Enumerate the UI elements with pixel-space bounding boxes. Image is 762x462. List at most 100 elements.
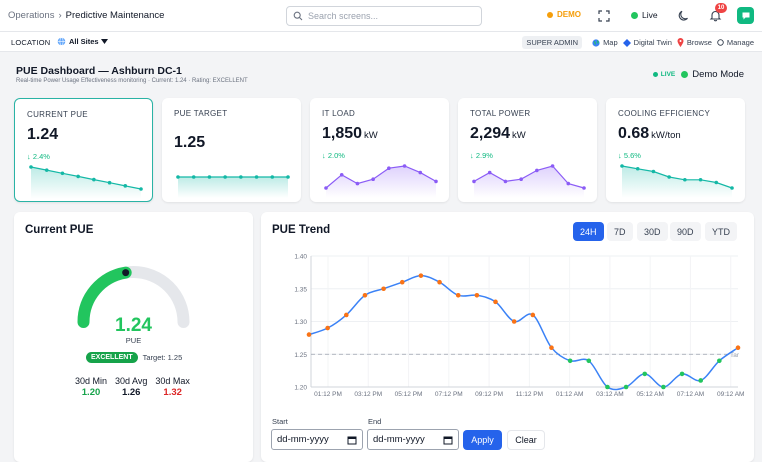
sparkline-area bbox=[474, 166, 584, 198]
kpi-card-it-load[interactable]: IT LOAD 1,850 kW ↓ 2.0% bbox=[310, 98, 449, 202]
stat-value: 1.26 bbox=[121, 387, 141, 398]
sparkline-point bbox=[324, 186, 328, 190]
stat-label: 30d Max bbox=[155, 376, 190, 386]
live-label: Live bbox=[642, 10, 658, 20]
pue-data-point bbox=[455, 293, 461, 298]
stat-max: 30d Max 1.32 bbox=[155, 376, 190, 398]
sparkline-area bbox=[326, 166, 436, 198]
manage-link[interactable]: Manage bbox=[717, 38, 754, 47]
demo-indicator[interactable]: DEMO bbox=[547, 10, 581, 19]
pue-series-line bbox=[308, 274, 739, 391]
pue-data-point bbox=[362, 293, 368, 298]
breadcrumb-current: Predictive Maintenance bbox=[65, 10, 165, 21]
apply-button[interactable]: Apply bbox=[463, 430, 502, 450]
live-tag-label: LIVE bbox=[660, 71, 676, 78]
sparkline-point bbox=[550, 164, 555, 168]
sparkline-line bbox=[473, 165, 585, 189]
sparkline-point bbox=[355, 181, 360, 186]
gauge-marker bbox=[122, 269, 130, 277]
pue-stats: 30d Min 1.20 30d Avg 1.26 30d Max 1.32 bbox=[75, 376, 198, 398]
start-date-input[interactable]: dd-mm-yyyy bbox=[271, 429, 363, 450]
sparkline-point bbox=[566, 181, 571, 186]
range-90d-button[interactable]: 90D bbox=[670, 222, 701, 241]
pue-data-point bbox=[306, 332, 312, 337]
pue-data-point bbox=[511, 319, 517, 324]
sparkline-point bbox=[239, 175, 243, 179]
kpi-change: ↓ 2.0% bbox=[322, 151, 345, 160]
map-link-label: Map bbox=[603, 38, 618, 47]
sparkline-line bbox=[30, 166, 142, 190]
sparkline-point bbox=[402, 164, 407, 168]
chat-button[interactable] bbox=[737, 7, 754, 24]
pue-gauge bbox=[77, 266, 190, 328]
stat-label: 30d Min bbox=[75, 376, 108, 386]
kpi-sparkline bbox=[324, 164, 438, 198]
clear-button[interactable]: Clear bbox=[507, 430, 545, 450]
kpi-card-cooling-efficiency[interactable]: COOLING EFFICIENCY 0.68 kW/ton ↓ 5.6% bbox=[606, 98, 745, 202]
range-24h-button[interactable]: 24H bbox=[573, 222, 604, 241]
range-ytd-button[interactable]: YTD bbox=[705, 222, 737, 241]
kpi-card-pue-target[interactable]: PUE TARGET 1.25 bbox=[162, 98, 301, 202]
stat-avg: 30d Avg 1.26 bbox=[115, 376, 147, 398]
kpi-card-total-power[interactable]: TOTAL POWER 2,294 kW ↓ 2.9% bbox=[458, 98, 597, 202]
dark-mode-icon[interactable] bbox=[678, 9, 691, 22]
demo-label: DEMO bbox=[557, 10, 581, 19]
kpi-change: ↓ 2.4% bbox=[27, 152, 50, 161]
kpi-label: CURRENT PUE bbox=[27, 110, 88, 119]
x-tick-label: 03:12 AM bbox=[596, 391, 623, 398]
search-input[interactable] bbox=[308, 11, 468, 21]
gauge-value: 1.24 bbox=[115, 315, 152, 336]
stat-label: 30d Avg bbox=[115, 376, 148, 386]
x-tick-label: 09:12 PM bbox=[475, 391, 503, 398]
target-text: Target: 1.25 bbox=[142, 353, 183, 362]
kpi-number: 1,850 bbox=[322, 125, 363, 142]
pue-data-point bbox=[437, 279, 442, 285]
live-indicator[interactable]: Live bbox=[631, 10, 658, 20]
range-7d-button[interactable]: 7D bbox=[607, 222, 633, 241]
sparkline-point bbox=[176, 175, 180, 179]
kpi-card-current-pue[interactable]: CURRENT PUE 1.24 ↓ 2.4% bbox=[14, 98, 153, 202]
pue-trend-panel: PUE Trend bbox=[261, 212, 754, 462]
top-bar: Operations›Predictive Maintenance DEMO L… bbox=[0, 0, 762, 32]
x-tick-label: 03:12 PM bbox=[354, 391, 382, 398]
browse-link-label: Browse bbox=[686, 38, 712, 47]
kpi-label: PUE TARGET bbox=[174, 109, 228, 118]
breadcrumb-root[interactable]: Operations bbox=[8, 10, 55, 21]
sparkline-point bbox=[635, 166, 640, 171]
pue-trend-chart: 1.40 1.35 1.30 1.25 1.20 01:12 PM 03:12 PM 05:1… bbox=[294, 254, 744, 399]
sparkline-point bbox=[371, 177, 375, 181]
x-tick-label: 07:12 PM bbox=[435, 391, 463, 398]
sparkline-point bbox=[270, 175, 275, 179]
mode-indicator[interactable]: LIVE Demo Mode bbox=[652, 69, 744, 80]
sparkline-point bbox=[683, 177, 687, 182]
site-selector[interactable]: All Sites bbox=[57, 37, 108, 46]
role-badge: SUPER ADMIN bbox=[522, 36, 583, 49]
y-tick-label: 1.30 bbox=[294, 319, 307, 326]
digital-twin-link[interactable]: Digital Twin bbox=[622, 38, 672, 47]
sparkline-point bbox=[387, 166, 391, 170]
live-tag-dot-icon bbox=[652, 72, 658, 77]
demo-mode-label: Demo Mode bbox=[692, 69, 744, 80]
sparkline-point bbox=[207, 175, 212, 179]
current-pue-panel: Current PUE bbox=[14, 212, 253, 462]
x-tick-label: 05:12 PM bbox=[395, 391, 423, 398]
kpi-number: 1.24 bbox=[27, 126, 59, 143]
end-date-input[interactable]: dd-mm-yyyy bbox=[367, 429, 459, 450]
pue-data-point bbox=[493, 299, 498, 305]
fullscreen-icon[interactable] bbox=[597, 9, 611, 23]
sparkline-area bbox=[31, 167, 141, 199]
map-link[interactable]: Map bbox=[592, 38, 618, 47]
x-tick-label: 11:12 PM bbox=[516, 391, 543, 398]
pue-data-point bbox=[325, 325, 330, 331]
sparkline-point bbox=[223, 175, 227, 179]
gauge-unit: PUE bbox=[125, 336, 142, 345]
calendar-icon bbox=[443, 436, 453, 444]
y-tick-label: 1.35 bbox=[294, 286, 307, 293]
search-box[interactable] bbox=[286, 6, 482, 26]
stat-value: 1.32 bbox=[163, 387, 182, 398]
range-30d-button[interactable]: 30D bbox=[637, 222, 668, 241]
pue-data-point bbox=[418, 273, 424, 278]
browse-link[interactable]: Browse bbox=[677, 38, 712, 47]
pue-data-point bbox=[661, 384, 666, 390]
pue-data-point bbox=[344, 312, 349, 318]
